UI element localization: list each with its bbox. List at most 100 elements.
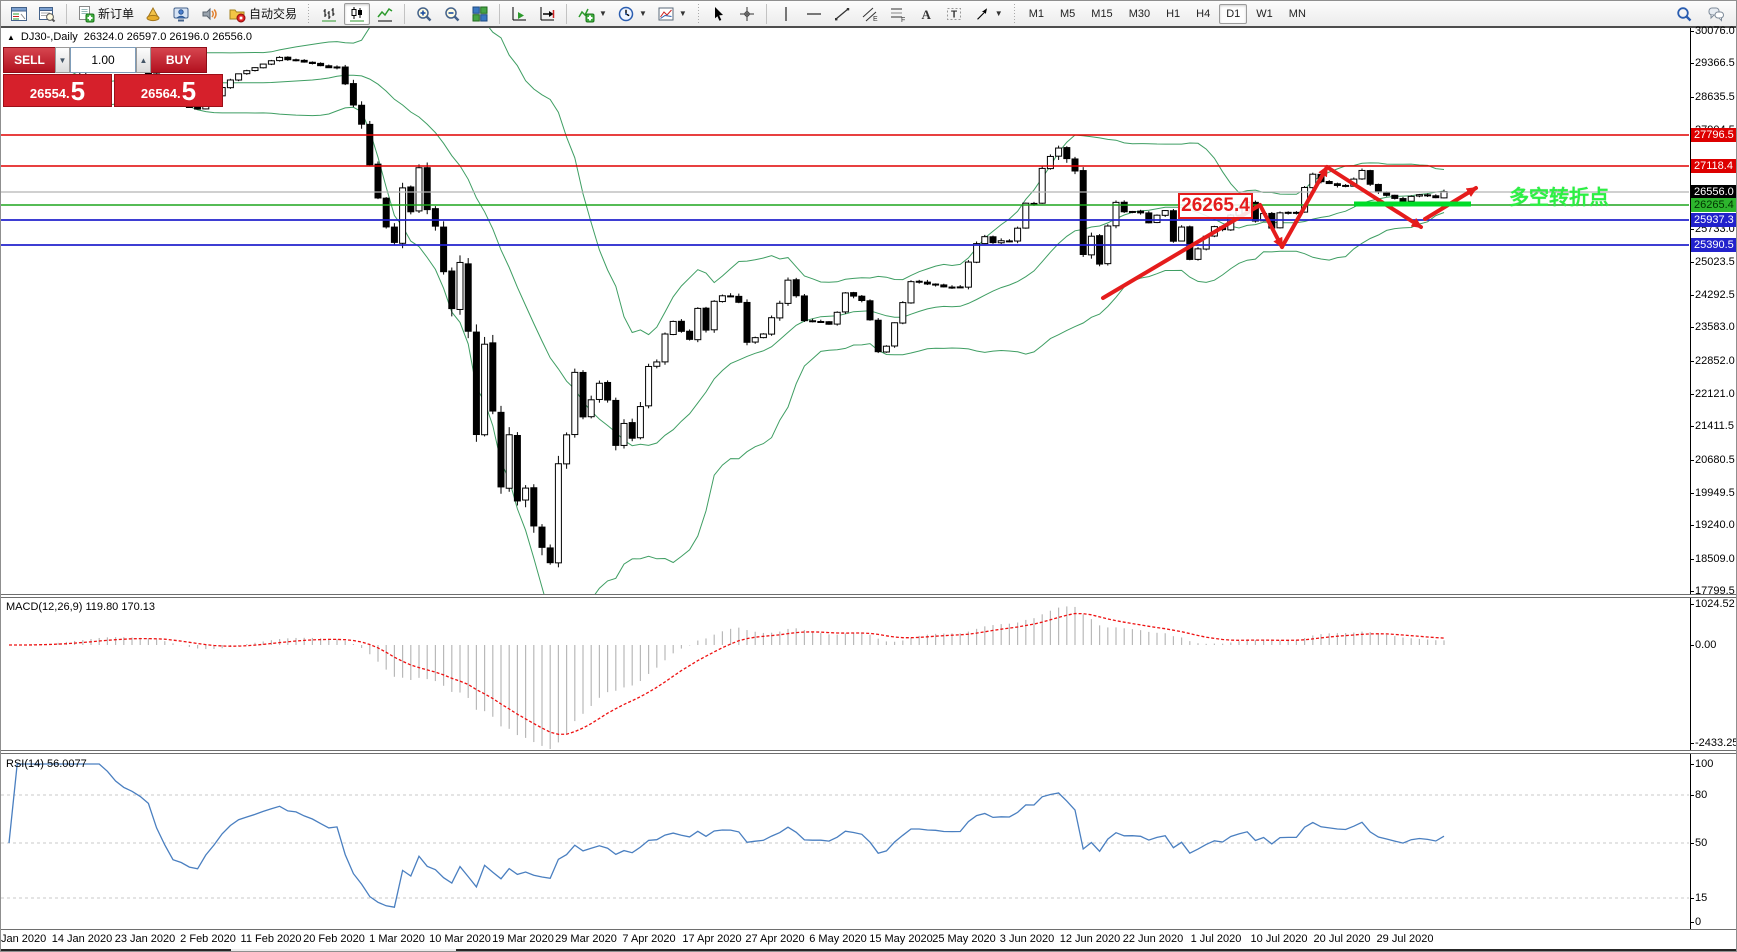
timeframe-m30-button[interactable]: M30 — [1128, 7, 1151, 20]
collapse-arrow-icon[interactable]: ▲ — [7, 32, 15, 42]
date-label: 6 May 2020 — [809, 933, 867, 945]
hline-button[interactable] — [801, 3, 827, 25]
axis-tick-mark — [1690, 795, 1694, 796]
price-level-tag: 25937.3 — [1691, 213, 1736, 227]
macd-label: MACD(12,26,9) 119.80 170.13 — [6, 601, 155, 613]
timeframe-mn-button[interactable]: MN — [1288, 7, 1306, 20]
chevron-down-icon[interactable]: ▼ — [678, 9, 687, 18]
turning-point-note: 多空转折点 — [1509, 187, 1609, 209]
axis-tick-mark — [1690, 229, 1694, 230]
axis-tick-mark — [1690, 898, 1694, 899]
axis-tick-label: 21411.5 — [1695, 420, 1734, 432]
axis-tick-label: 17799.5 — [1695, 585, 1735, 597]
volume-input[interactable]: 1.00 — [70, 47, 136, 73]
timeframe-d1-button[interactable]: D1 — [1219, 3, 1248, 24]
axis-tick-label: 24292.5 — [1695, 289, 1735, 301]
axis-tick-label: 22852.0 — [1695, 355, 1735, 367]
timeframe-m5-button[interactable]: M5 — [1060, 7, 1076, 20]
rsi-pane-separator[interactable] — [1, 750, 1736, 754]
date-label: 7 Apr 2020 — [622, 933, 676, 945]
date-label: 10 Mar 2020 — [429, 933, 491, 945]
zoom-out-button[interactable] — [439, 3, 465, 25]
buy-price-pips: 5 — [181, 76, 197, 106]
zoom-in-button[interactable] — [411, 3, 437, 25]
toolbar-separator — [66, 3, 67, 24]
arrows-button[interactable]: ▼ — [969, 3, 1007, 25]
toolbar-drag-handle[interactable] — [1012, 3, 1016, 24]
axis-tick-label: -2433.25 — [1695, 737, 1737, 749]
sell-price-display[interactable]: 26554. 5 — [3, 74, 112, 107]
axis-tick-label: 29366.5 — [1695, 57, 1735, 69]
auto-trading-label: 自动交易 — [249, 7, 298, 21]
fibonacci-icon: F — [890, 8, 905, 23]
toolbar-drag-handle[interactable] — [696, 3, 700, 24]
indicators-button[interactable]: ▼ — [573, 3, 611, 25]
search-button[interactable] — [1671, 3, 1697, 25]
navigator-button[interactable] — [140, 3, 166, 25]
data-window-button[interactable] — [34, 3, 60, 25]
date-label: 23 Jan 2020 — [114, 933, 176, 945]
buy-price-display[interactable]: 26564. 5 — [114, 74, 223, 107]
terminal-button[interactable] — [168, 3, 194, 25]
signals-button[interactable] — [196, 3, 222, 25]
date-label: 11 Feb 2020 — [240, 933, 302, 945]
bottom-strip-segment — [231, 949, 456, 951]
chevron-down-icon[interactable]: ▼ — [599, 9, 607, 18]
crosshair-button[interactable] — [734, 3, 760, 25]
symbol-name: DJ30-,Daily — [20, 31, 78, 43]
vline-button[interactable] — [773, 3, 799, 25]
axis-tick-label: 25023.5 — [1695, 256, 1735, 268]
timeframe-m1-button[interactable]: M1 — [1028, 7, 1044, 20]
timeframe-h1-button[interactable]: H1 — [1166, 7, 1181, 20]
svg-text:F: F — [901, 17, 905, 23]
chevron-down-icon[interactable]: ▼ — [638, 9, 647, 18]
date-label: 29 Mar 2020 — [555, 933, 617, 945]
axis-tick-mark — [1690, 97, 1694, 98]
chat-icon — [1708, 7, 1724, 22]
periods-button[interactable]: ▼ — [613, 3, 651, 25]
new-order-button[interactable]: 新订单 — [73, 3, 138, 25]
axis-tick-mark — [1690, 559, 1694, 560]
chevron-down-icon[interactable]: ▼ — [994, 9, 1003, 18]
chart-candles-button[interactable] — [344, 2, 371, 25]
channel-icon: E — [862, 7, 878, 23]
axis-tick-mark — [1690, 493, 1694, 494]
signals-icon — [202, 7, 217, 20]
timeframe-w1-button[interactable]: W1 — [1256, 7, 1273, 20]
axis-tick-label: 19949.5 — [1695, 487, 1735, 499]
chart-shift-button[interactable] — [534, 3, 560, 25]
search-icon — [1677, 6, 1692, 21]
label-button[interactable]: T — [941, 3, 967, 25]
toolbar-drag-handle[interactable] — [307, 3, 311, 24]
chart-line-button[interactable] — [372, 3, 398, 25]
buy-button[interactable]: BUY — [151, 47, 207, 73]
timeframe-h4-button[interactable]: H4 — [1196, 7, 1211, 20]
text-button[interactable]: A — [913, 3, 939, 25]
auto-trading-button[interactable]: 自动交易 — [224, 3, 301, 25]
tile-windows-button[interactable] — [467, 3, 493, 25]
sell-button[interactable]: SELL — [3, 47, 55, 73]
toolbar-right-group — [1671, 3, 1731, 25]
market-watch-button[interactable] — [6, 3, 32, 25]
axis-tick-label: 19240.0 — [1695, 519, 1735, 531]
cursor-button[interactable] — [706, 3, 732, 25]
axis-tick-label: 30076.0 — [1695, 25, 1735, 37]
volume-down-button[interactable]: ▼ — [55, 47, 70, 73]
chart-candles-icon — [350, 6, 365, 21]
macd-pane-separator[interactable] — [1, 594, 1736, 598]
chart-bars-icon — [322, 7, 337, 21]
trendline-button[interactable] — [829, 3, 855, 25]
tile-windows-icon — [472, 6, 488, 21]
chat-button[interactable] — [1703, 3, 1729, 25]
vline-icon — [785, 6, 787, 21]
fibonacci-button[interactable]: F — [885, 3, 911, 25]
channel-button[interactable]: E — [857, 3, 883, 25]
new-order-icon — [79, 5, 95, 22]
auto-scroll-button[interactable] — [506, 3, 532, 25]
chart-bars-button[interactable] — [316, 3, 342, 25]
new-order-label: 新订单 — [98, 7, 135, 21]
timeframe-m15-button[interactable]: M15 — [1091, 7, 1113, 20]
volume-up-button[interactable]: ▲ — [136, 47, 151, 73]
templates-button[interactable]: ▼ — [653, 3, 691, 25]
